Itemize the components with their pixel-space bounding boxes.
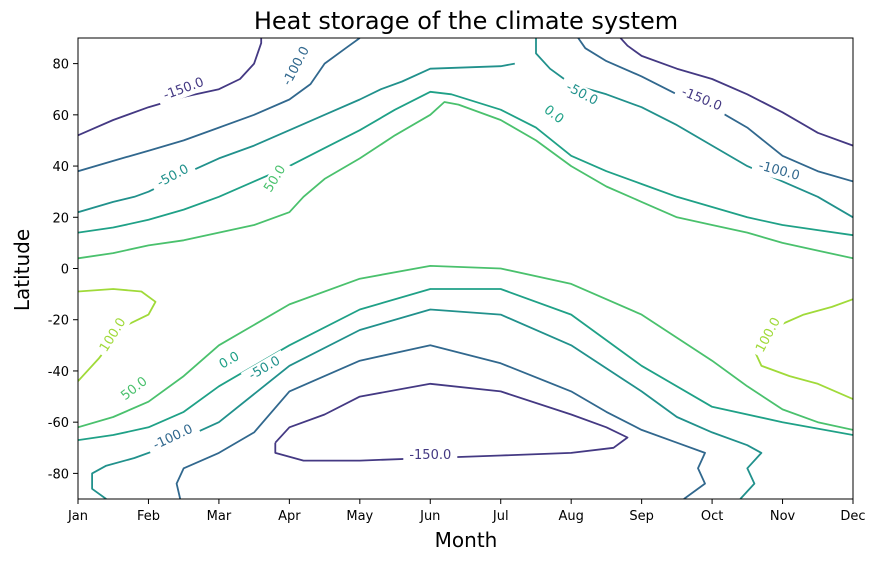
contour-label-gap [673, 81, 730, 118]
y-tick-label: -80 [48, 467, 69, 482]
contour-line-level--50 [78, 62, 515, 214]
contour-line-level--150 [274, 382, 629, 462]
contour-label-gap [750, 311, 787, 360]
contour-label: 100.0 [97, 315, 129, 355]
contour-line-level--50 [91, 308, 763, 499]
plot-area: -150.0-100.0-50.0 50.0-50.00.0-150.0-100.… [78, 38, 853, 499]
y-axis-title: Latitude [10, 229, 34, 311]
contour-label: 100.0 [753, 315, 784, 355]
x-tick-label: Jun [419, 509, 440, 524]
contour-line-level--50 [535, 38, 853, 219]
contour-label-group: 50.0 [258, 158, 293, 200]
y-tick-label: -40 [48, 365, 69, 380]
contour-label-gap [240, 349, 289, 387]
x-tick-label: Sep [629, 509, 654, 524]
x-tick-label: May [346, 509, 373, 524]
contour-line-level--100 [175, 344, 706, 499]
x-tick-label: Mar [207, 509, 232, 524]
contour-label-gap [145, 418, 201, 457]
contour-line-level-0 [78, 90, 853, 237]
contour-label-gap [750, 156, 808, 186]
contour-label: -50.0 [563, 80, 600, 109]
contour-label-gap [536, 99, 571, 131]
contour-label-gap [94, 311, 133, 359]
contour-label-group: 100.0 [94, 311, 133, 359]
contour-label-group: 0.0 [536, 99, 571, 131]
contour-label-group: -50.0 [240, 349, 289, 387]
y-tick-label: 20 [52, 211, 69, 226]
contour-label-group: -150.0 [155, 72, 212, 106]
y-axis-ticks: 80 60 40 20 0 -20 -40 -60 -80 [48, 58, 78, 482]
contour-line-level--100 [78, 38, 361, 173]
contour-line-level-50 [78, 265, 853, 431]
x-axis-ticks: Jan Feb Mar Apr May Jun Jul Aug Sep Oct Nov Dec [67, 499, 866, 524]
contour-label-group: -100.0 [750, 156, 808, 186]
x-tick-label: Dec [840, 509, 865, 524]
contour-label: -50.0 [246, 353, 283, 383]
contour-label-gap [403, 447, 458, 464]
contour-label-group: -150.0 [673, 81, 730, 118]
contour-label-gap [114, 370, 155, 407]
contour-label-gap [149, 158, 198, 195]
y-tick-label: 60 [52, 109, 69, 124]
contour-label-group: -50.0 [149, 158, 198, 195]
contour-line-level-50 [78, 101, 853, 260]
contour-label-group: -150.0 [403, 447, 458, 464]
x-tick-label: Feb [137, 509, 160, 524]
contour-label: -150.0 [161, 75, 206, 103]
contour-line-level-0 [78, 288, 853, 441]
y-tick-label: -60 [48, 416, 69, 431]
contour-label-gap [212, 346, 247, 376]
contour-label-gap [155, 72, 212, 106]
contour-label: -100.0 [151, 422, 195, 453]
chart-title: Heat storage of the climate system [254, 7, 678, 35]
x-tick-label: Jan [67, 509, 88, 524]
x-tick-label: Nov [770, 509, 796, 524]
contour-label-group: 100.0 [750, 311, 787, 360]
contour-label-gap [276, 38, 317, 94]
x-tick-label: Apr [278, 509, 301, 524]
contour-line-level--150 [619, 38, 853, 147]
contour-label: -150.0 [409, 448, 451, 463]
y-tick-label: -20 [48, 314, 69, 329]
y-tick-label: 0 [61, 263, 69, 278]
contour-label-group: 0.0 [212, 346, 247, 376]
x-tick-label: Oct [701, 509, 723, 524]
contour-label-gap [258, 158, 293, 200]
contour-label: -100.0 [280, 44, 313, 88]
x-axis-title: Month [435, 528, 498, 552]
contour-line-level--150 [78, 38, 263, 137]
contour-label-group: -100.0 [276, 38, 317, 94]
contour-label-group: -50.0 [557, 76, 606, 113]
x-tick-label: Jul [492, 509, 509, 524]
contour-label: -50.0 [155, 162, 192, 191]
y-tick-label: 40 [52, 160, 69, 175]
contour-label: -150.0 [679, 85, 723, 115]
x-tick-label: Aug [558, 509, 583, 524]
y-tick-label: 80 [52, 58, 69, 73]
contour-label-gap [557, 76, 606, 113]
